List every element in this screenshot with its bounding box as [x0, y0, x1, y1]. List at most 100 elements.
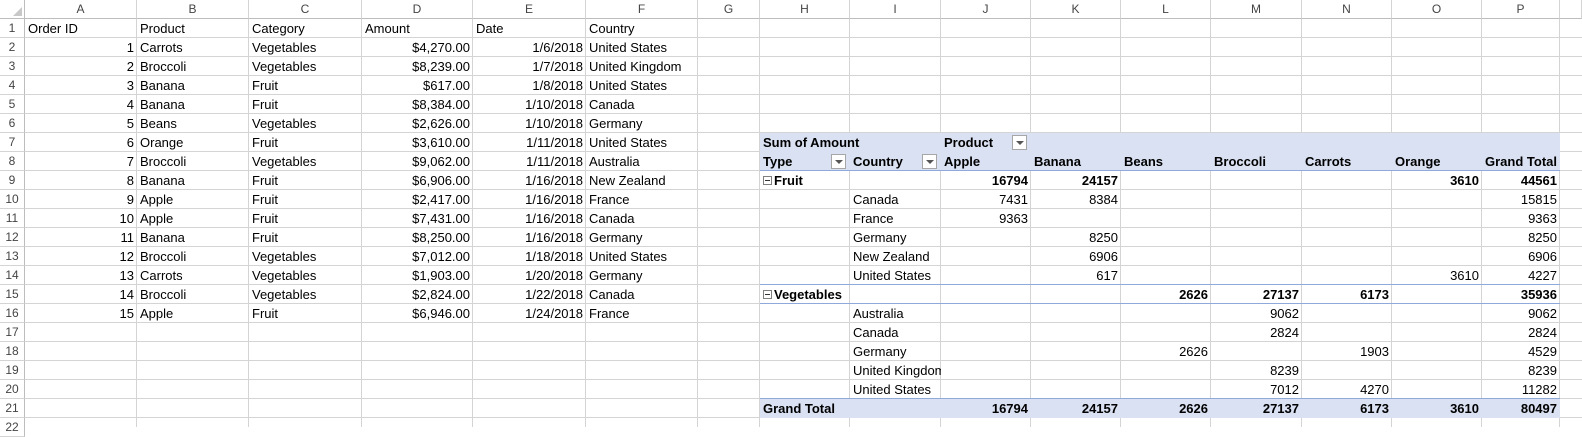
- table-cell[interactable]: 10: [119, 211, 134, 226]
- pivot-product-header[interactable]: Beans: [1124, 154, 1164, 169]
- row-header-19[interactable]: 19: [0, 361, 25, 380]
- table-cell[interactable]: $2,824.00: [412, 287, 470, 302]
- pivot-value-cell[interactable]: 3610: [1450, 268, 1479, 283]
- table-cell[interactable]: 12: [119, 249, 134, 264]
- pivot-value-cell[interactable]: 8250: [1528, 230, 1557, 245]
- pivot-value-cell[interactable]: 24157: [1081, 173, 1118, 188]
- pivot-value-cell[interactable]: 16794: [991, 173, 1028, 188]
- row-header-8[interactable]: 8: [0, 152, 25, 171]
- collapse-icon[interactable]: [763, 290, 772, 300]
- table-cell[interactable]: Banana: [140, 173, 185, 188]
- table-cell[interactable]: $617.00: [423, 78, 470, 93]
- row-header-2[interactable]: 2: [0, 38, 25, 57]
- pivot-group-label[interactable]: Vegetables: [760, 285, 941, 304]
- pivot-grand-total-label[interactable]: Grand Total: [763, 401, 835, 416]
- pivot-country-label[interactable]: Canada: [853, 325, 899, 340]
- pivot-product-header[interactable]: Apple: [944, 154, 981, 169]
- table-cell[interactable]: $9,062.00: [412, 154, 470, 169]
- pivot-value-cell[interactable]: 4270: [1360, 382, 1389, 397]
- pivot-value-cell[interactable]: 9363: [1528, 211, 1557, 226]
- pivot-value-cell[interactable]: 8239: [1528, 363, 1557, 378]
- header-cell-country[interactable]: Country: [589, 21, 635, 36]
- row-header-3[interactable]: 3: [0, 57, 25, 76]
- pivot-column-field[interactable]: Product: [944, 135, 994, 150]
- pivot-value-cell[interactable]: 9062: [1270, 306, 1299, 321]
- header-cell-product[interactable]: Product: [140, 21, 185, 36]
- table-cell[interactable]: 15: [119, 306, 134, 321]
- table-cell[interactable]: 11: [120, 230, 135, 245]
- table-cell[interactable]: United States: [589, 40, 668, 55]
- pivot-country-label[interactable]: Germany: [853, 230, 907, 245]
- pivot-country-label[interactable]: United States: [853, 382, 932, 397]
- column-header-h[interactable]: H: [760, 0, 850, 19]
- pivot-product-header[interactable]: Banana: [1034, 154, 1081, 169]
- table-cell[interactable]: Fruit: [252, 97, 278, 112]
- country-filter-dropdown[interactable]: [922, 154, 937, 169]
- column-header-b[interactable]: B: [137, 0, 249, 19]
- row-header-14[interactable]: 14: [0, 266, 25, 285]
- row-header-1[interactable]: 1: [0, 19, 25, 38]
- pivot-country-label[interactable]: France: [853, 211, 894, 226]
- table-cell[interactable]: $6,906.00: [412, 173, 470, 188]
- table-cell[interactable]: 1/6/2018: [532, 40, 583, 55]
- row-header-9[interactable]: 9: [0, 171, 25, 190]
- table-cell[interactable]: Fruit: [252, 306, 278, 321]
- pivot-value-cell[interactable]: 7431: [999, 192, 1028, 207]
- table-cell[interactable]: 1/18/2018: [525, 249, 583, 264]
- table-cell[interactable]: Orange: [140, 135, 184, 150]
- pivot-country-label[interactable]: United States: [853, 268, 932, 283]
- table-cell[interactable]: $2,417.00: [412, 192, 470, 207]
- table-cell[interactable]: Apple: [140, 211, 174, 226]
- table-cell[interactable]: Canada: [589, 287, 635, 302]
- table-cell[interactable]: 14: [119, 287, 134, 302]
- column-header-l[interactable]: L: [1121, 0, 1211, 19]
- table-cell[interactable]: 3: [126, 78, 134, 93]
- table-cell[interactable]: United States: [589, 78, 668, 93]
- pivot-value-cell[interactable]: 27137: [1262, 287, 1299, 302]
- row-header-18[interactable]: 18: [0, 342, 25, 361]
- table-cell[interactable]: Beans: [140, 116, 177, 131]
- row-header-13[interactable]: 13: [0, 247, 25, 266]
- row-header-10[interactable]: 10: [0, 190, 25, 209]
- table-cell[interactable]: $4,270.00: [412, 40, 470, 55]
- table-cell[interactable]: 1/11/2018: [526, 135, 583, 150]
- table-cell[interactable]: Germany: [589, 230, 643, 245]
- pivot-value-cell[interactable]: 2824: [1528, 325, 1557, 340]
- column-header-i[interactable]: I: [850, 0, 941, 19]
- pivot-grand-total-cell[interactable]: 6173: [1360, 401, 1389, 416]
- pivot-value-cell[interactable]: 9363: [999, 211, 1028, 226]
- pivot-grand-total-cell[interactable]: 80497: [1520, 401, 1557, 416]
- table-cell[interactable]: United States: [589, 249, 668, 264]
- table-cell[interactable]: Banana: [140, 230, 185, 245]
- table-cell[interactable]: Carrots: [140, 268, 183, 283]
- pivot-country-label[interactable]: Canada: [853, 192, 899, 207]
- header-cell-date[interactable]: Date: [476, 21, 504, 36]
- column-header-m[interactable]: M: [1211, 0, 1302, 19]
- table-cell[interactable]: Banana: [140, 97, 185, 112]
- column-header-n[interactable]: N: [1302, 0, 1392, 19]
- pivot-product-header[interactable]: Orange: [1395, 154, 1441, 169]
- column-header-e[interactable]: E: [473, 0, 586, 19]
- table-cell[interactable]: Broccoli: [140, 249, 187, 264]
- table-cell[interactable]: $1,903.00: [412, 268, 470, 283]
- table-cell[interactable]: 1/10/2018: [525, 116, 583, 131]
- pivot-grand-total-cell[interactable]: 27137: [1262, 401, 1299, 416]
- table-cell[interactable]: Canada: [589, 211, 635, 226]
- table-cell[interactable]: Vegetables: [252, 249, 317, 264]
- type-filter-dropdown[interactable]: [831, 154, 846, 169]
- pivot-product-header[interactable]: Grand Total: [1485, 154, 1557, 169]
- header-cell-order-id[interactable]: Order ID: [28, 21, 78, 36]
- column-header-p[interactable]: P: [1482, 0, 1560, 19]
- table-cell[interactable]: Broccoli: [140, 154, 187, 169]
- table-cell[interactable]: $7,012.00: [412, 249, 470, 264]
- table-cell[interactable]: 5: [126, 116, 134, 131]
- table-cell[interactable]: $6,946.00: [412, 306, 470, 321]
- table-cell[interactable]: United Kingdom: [589, 59, 682, 74]
- table-cell[interactable]: France: [589, 306, 630, 321]
- header-cell-category[interactable]: Category: [252, 21, 305, 36]
- table-cell[interactable]: Vegetables: [252, 116, 317, 131]
- pivot-value-cell[interactable]: 2626: [1179, 344, 1208, 359]
- table-cell[interactable]: Banana: [140, 78, 185, 93]
- table-cell[interactable]: United States: [589, 135, 668, 150]
- table-cell[interactable]: 9: [126, 192, 134, 207]
